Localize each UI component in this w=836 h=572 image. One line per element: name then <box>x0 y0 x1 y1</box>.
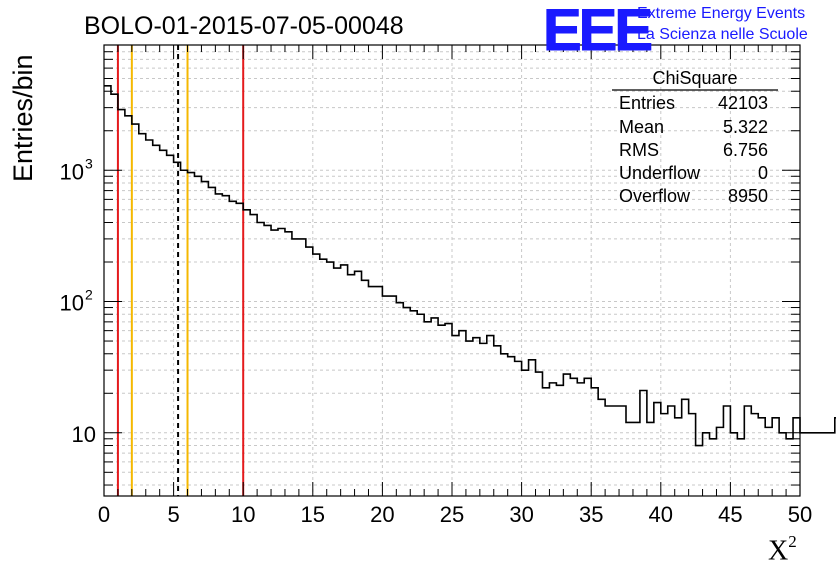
histogram-bins <box>104 84 836 447</box>
x-tick-label: 15 <box>301 502 325 527</box>
stats-entries-label: Entries <box>619 93 676 113</box>
stats-entries-value: 42103 <box>717 93 768 113</box>
x-tick-label: 5 <box>167 502 179 527</box>
x-tick-label: 25 <box>440 502 464 527</box>
x-tick-label: 45 <box>718 502 742 527</box>
stats-mean-label: Mean <box>619 117 665 137</box>
x-tick-label: 30 <box>509 502 533 527</box>
stats-underflow-label: Underflow <box>619 163 701 183</box>
x-tick-label: 0 <box>98 502 110 527</box>
y-tick-exponent: 2 <box>85 287 93 303</box>
stats-title-underline <box>612 89 778 91</box>
stats-rms-label: RMS <box>619 140 659 160</box>
run-title: BOLO-01-2015-07-05-00048 <box>84 12 404 40</box>
y-tick-label: 10 <box>60 291 84 316</box>
org-name: Extreme Energy Events <box>637 5 806 22</box>
stats-underflow-value: 0 <box>757 163 768 183</box>
stats-overflow-value: 8950 <box>727 186 768 206</box>
y-tick-label: 10 <box>72 422 96 447</box>
stats-overflow-label: Overflow <box>619 186 691 206</box>
x-tick-label: 20 <box>370 502 394 527</box>
stats-rms-value: 6.756 <box>722 140 768 160</box>
y-tick-exponent: 3 <box>85 155 93 171</box>
y-tick-label: 10 <box>60 159 84 184</box>
eee-logo: EEE <box>542 0 653 63</box>
reference-lines <box>116 45 245 496</box>
histogram-line <box>104 84 836 447</box>
stats-mean-value: 5.322 <box>722 117 768 137</box>
stats-title: ChiSquare <box>652 68 738 88</box>
y-axis-label: Entries/bin <box>8 54 38 182</box>
x-tick-label: 40 <box>649 502 673 527</box>
x-tick-label: 50 <box>788 502 812 527</box>
x-tick-label: 35 <box>579 502 603 527</box>
stats-box: ChiSquare Entries 42103 Mean 5.322 RMS 6… <box>612 68 778 208</box>
x-axis-label: X2 <box>768 532 797 567</box>
org-tagline: La Scienza nelle Scuole <box>637 26 808 43</box>
x-tick-label: 10 <box>231 502 255 527</box>
